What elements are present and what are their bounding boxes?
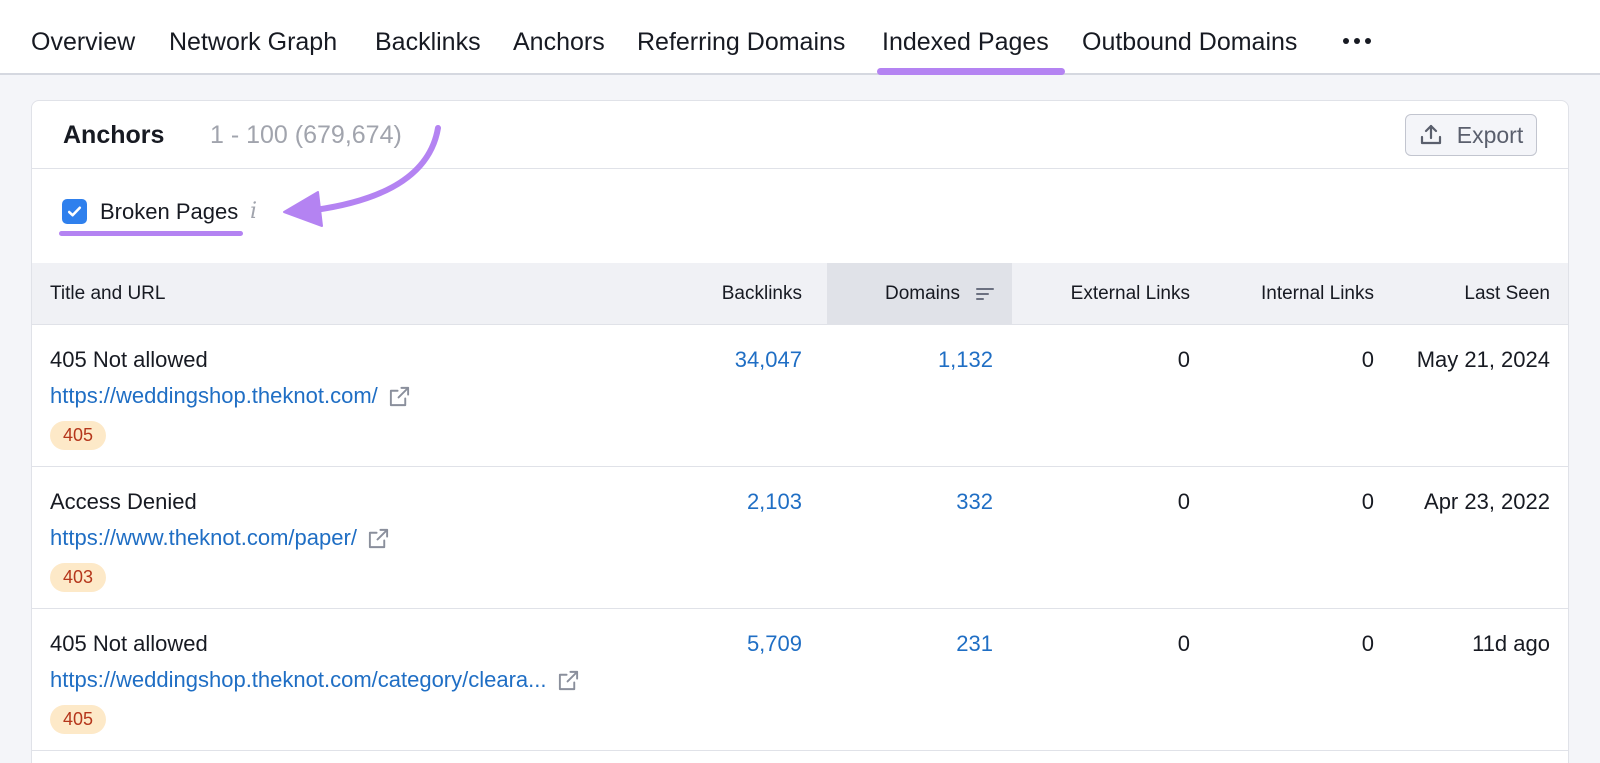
domains-value[interactable]: 231: [956, 631, 993, 656]
internal-links-value: 0: [1361, 489, 1374, 514]
broken-pages-label[interactable]: Broken Pages: [100, 199, 239, 224]
table-row: 405 Not allowed https://weddingshop.thek…: [32, 609, 1568, 751]
sort-descending-icon: [976, 287, 995, 300]
tab-backlinks[interactable]: Backlinks: [375, 28, 481, 56]
page-url[interactable]: https://www.theknot.com/paper/: [50, 525, 357, 550]
table-row: Access Denied https://www.theknot.com/pa…: [32, 467, 1568, 609]
backlinks-value[interactable]: 34,047: [734, 347, 802, 372]
page-url[interactable]: https://weddingshop.theknot.com/category…: [50, 667, 547, 692]
broken-pages-checkbox[interactable]: [62, 199, 87, 224]
external-links-value: 0: [1177, 489, 1190, 514]
more-tabs-icon[interactable]: [1343, 34, 1371, 48]
tab-referring-domains[interactable]: Referring Domains: [637, 28, 846, 56]
column-domains-label: Domains: [885, 283, 960, 304]
table-header: Title and URL Backlinks Domains External…: [32, 263, 1568, 325]
internal-links-value: 0: [1361, 631, 1374, 656]
tab-bar: Overview Network Graph Backlinks Anchors…: [0, 0, 1600, 75]
page-url-link[interactable]: https://weddingshop.theknot.com/category…: [50, 665, 580, 695]
broken-pages-highlight: [59, 231, 243, 236]
column-domains[interactable]: Domains: [827, 263, 1012, 325]
filter-row: Broken Pages i: [32, 169, 1568, 264]
upload-icon: [1420, 124, 1441, 145]
external-link-icon[interactable]: [557, 669, 580, 692]
status-badge: 403: [50, 563, 107, 592]
page-url-link[interactable]: https://weddingshop.theknot.com/: [50, 381, 411, 411]
card-header: Anchors 1 - 100 (679,674) Export: [32, 101, 1568, 169]
info-icon[interactable]: i: [250, 199, 258, 224]
tab-network-graph[interactable]: Network Graph: [169, 28, 338, 56]
tab-anchors[interactable]: Anchors: [513, 28, 605, 56]
anchors-card: Anchors 1 - 100 (679,674) Export Broken …: [31, 100, 1569, 763]
checkmark-icon: [67, 206, 82, 217]
active-tab-indicator: [877, 68, 1065, 75]
internal-links-value: 0: [1361, 347, 1374, 372]
column-last-seen[interactable]: Last Seen: [1464, 283, 1550, 304]
column-title-url: Title and URL: [50, 283, 166, 304]
last-seen-value: 11d ago: [1472, 631, 1550, 656]
column-internal-links[interactable]: Internal Links: [1260, 283, 1374, 304]
table-row: 405 Not allowed https://weddingshop.thek…: [32, 325, 1568, 467]
column-backlinks[interactable]: Backlinks: [721, 283, 802, 304]
tab-indexed-pages[interactable]: Indexed Pages: [882, 28, 1049, 56]
result-count: 1 - 100 (679,674): [210, 121, 402, 149]
status-badge: 405: [50, 421, 107, 450]
external-links-value: 0: [1177, 347, 1190, 372]
backlinks-value[interactable]: 5,709: [746, 631, 802, 656]
external-link-icon[interactable]: [388, 385, 411, 408]
tab-outbound-domains[interactable]: Outbound Domains: [1082, 28, 1298, 56]
card-title: Anchors: [63, 121, 165, 149]
backlinks-value[interactable]: 2,103: [746, 489, 802, 514]
page-title: Access Denied: [50, 489, 197, 514]
external-link-icon[interactable]: [367, 527, 390, 550]
tab-overview[interactable]: Overview: [31, 28, 136, 56]
external-links-value: 0: [1177, 631, 1190, 656]
export-label: Export: [1456, 121, 1524, 148]
last-seen-value: May 21, 2024: [1416, 347, 1550, 372]
column-external-links[interactable]: External Links: [1070, 283, 1190, 304]
domains-value[interactable]: 1,132: [937, 347, 993, 372]
last-seen-value: Apr 23, 2022: [1424, 489, 1550, 514]
page-title: 405 Not allowed: [50, 631, 208, 656]
page-url-link[interactable]: https://www.theknot.com/paper/: [50, 523, 390, 553]
page-url[interactable]: https://weddingshop.theknot.com/: [50, 383, 378, 408]
status-badge: 405: [50, 705, 107, 734]
export-button[interactable]: Export: [1405, 114, 1537, 156]
domains-value[interactable]: 332: [956, 489, 993, 514]
page-title: 405 Not allowed: [50, 347, 208, 372]
